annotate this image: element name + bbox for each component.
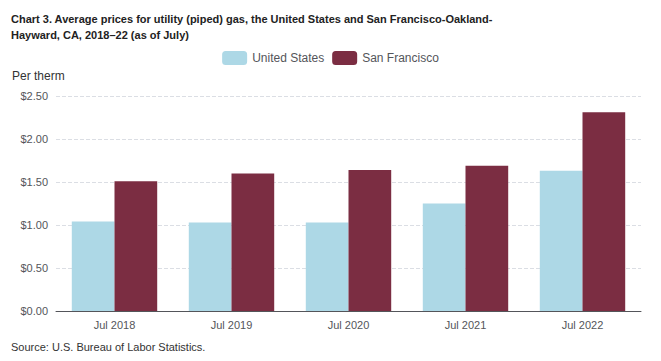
svg-text:$1.00: $1.00 xyxy=(20,219,48,231)
svg-text:Jul 2022: Jul 2022 xyxy=(562,319,604,331)
svg-text:$2.00: $2.00 xyxy=(20,133,48,145)
svg-text:Jul 2019: Jul 2019 xyxy=(211,319,253,331)
svg-text:Jul 2018: Jul 2018 xyxy=(94,319,136,331)
svg-text:San Francisco: San Francisco xyxy=(362,51,439,65)
svg-text:$1.50: $1.50 xyxy=(20,176,48,188)
svg-text:Chart 3. Average prices for ut: Chart 3. Average prices for utility (pip… xyxy=(11,13,493,25)
svg-text:Source: U.S. Bureau of Labor S: Source: U.S. Bureau of Labor Statistics. xyxy=(11,341,205,353)
svg-text:United States: United States xyxy=(252,51,324,65)
svg-text:Jul 2021: Jul 2021 xyxy=(445,319,487,331)
svg-text:$0.00: $0.00 xyxy=(20,305,48,317)
svg-text:$0.50: $0.50 xyxy=(20,262,48,274)
svg-text:Per therm: Per therm xyxy=(12,69,65,83)
svg-text:Hayward, CA, 2018–22 (as of Ju: Hayward, CA, 2018–22 (as of July) xyxy=(11,29,189,41)
svg-text:$2.50: $2.50 xyxy=(20,90,48,102)
svg-text:Jul 2020: Jul 2020 xyxy=(328,319,370,331)
